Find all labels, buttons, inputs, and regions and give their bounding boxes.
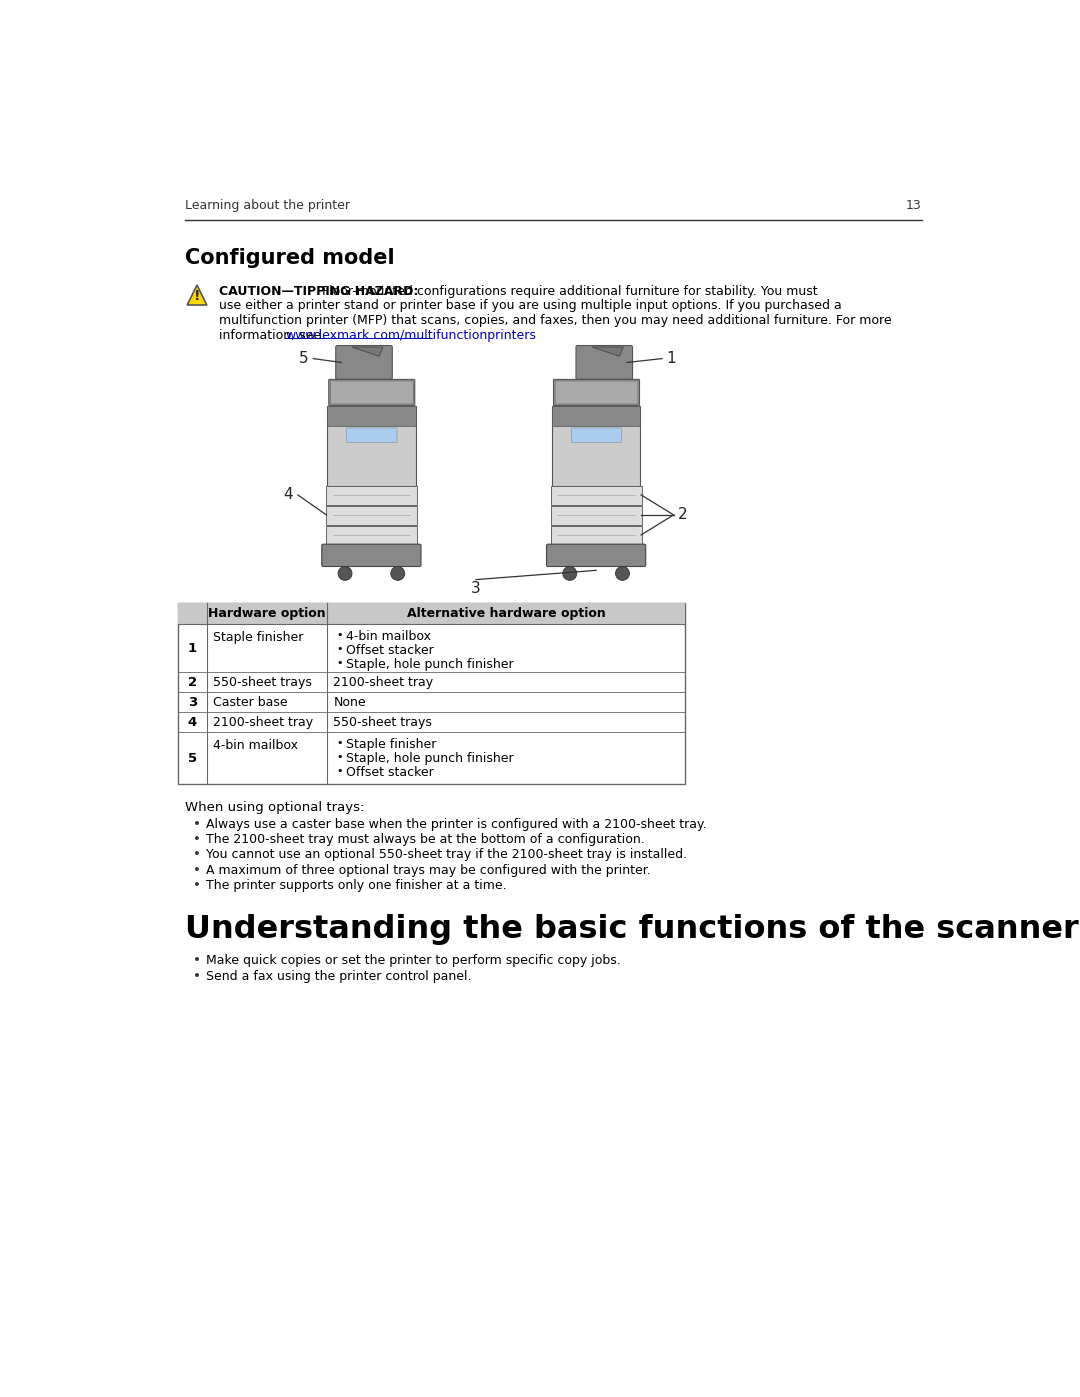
Text: 2: 2 xyxy=(188,676,197,689)
Circle shape xyxy=(338,567,352,580)
Text: •: • xyxy=(193,817,201,831)
Text: multifunction printer (MFP) that scans, copies, and faxes, then you may need add: multifunction printer (MFP) that scans, … xyxy=(218,314,891,327)
Text: 2100-sheet tray: 2100-sheet tray xyxy=(213,715,313,729)
FancyBboxPatch shape xyxy=(571,427,622,443)
Text: Alternative hardware option: Alternative hardware option xyxy=(407,606,606,620)
Text: Caster base: Caster base xyxy=(213,696,288,708)
FancyBboxPatch shape xyxy=(330,381,414,404)
Text: 5: 5 xyxy=(188,752,197,764)
Text: A maximum of three optional trays may be configured with the printer.: A maximum of three optional trays may be… xyxy=(206,863,651,877)
Text: Make quick copies or set the printer to perform specific copy jobs.: Make quick copies or set the printer to … xyxy=(206,954,621,967)
Text: Staple, hole punch finisher: Staple, hole punch finisher xyxy=(346,752,513,766)
FancyBboxPatch shape xyxy=(576,345,633,380)
Text: •: • xyxy=(336,752,342,763)
FancyBboxPatch shape xyxy=(326,486,417,504)
Text: Send a fax using the printer control panel.: Send a fax using the printer control pan… xyxy=(206,970,472,983)
Polygon shape xyxy=(592,346,623,356)
Text: use either a printer stand or printer base if you are using multiple input optio: use either a printer stand or printer ba… xyxy=(218,299,841,313)
Circle shape xyxy=(563,567,577,580)
Polygon shape xyxy=(352,346,383,356)
FancyBboxPatch shape xyxy=(552,407,640,486)
FancyBboxPatch shape xyxy=(551,506,642,525)
FancyBboxPatch shape xyxy=(177,602,685,624)
Text: 3: 3 xyxy=(188,696,197,708)
Text: Understanding the basic functions of the scanner: Understanding the basic functions of the… xyxy=(186,914,1079,944)
Text: •: • xyxy=(336,630,342,640)
Text: Always use a caster base when the printer is configured with a 2100-sheet tray.: Always use a caster base when the printe… xyxy=(206,817,707,831)
FancyBboxPatch shape xyxy=(322,545,421,567)
Text: •: • xyxy=(193,954,201,967)
FancyBboxPatch shape xyxy=(336,345,392,380)
Text: !: ! xyxy=(193,289,200,303)
Text: 1: 1 xyxy=(188,641,197,655)
FancyBboxPatch shape xyxy=(555,381,638,404)
Text: None: None xyxy=(334,696,366,708)
Text: Staple finisher: Staple finisher xyxy=(346,738,436,752)
Text: 5: 5 xyxy=(299,351,309,366)
Text: 4-bin mailbox: 4-bin mailbox xyxy=(346,630,431,644)
Text: 2: 2 xyxy=(678,507,688,522)
FancyBboxPatch shape xyxy=(326,506,417,525)
FancyBboxPatch shape xyxy=(347,427,397,443)
Text: Staple, hole punch finisher: Staple, hole punch finisher xyxy=(346,658,513,671)
Text: •: • xyxy=(336,658,342,668)
FancyBboxPatch shape xyxy=(328,380,415,405)
Text: 13: 13 xyxy=(906,200,921,212)
Text: The 2100-sheet tray must always be at the bottom of a configuration.: The 2100-sheet tray must always be at th… xyxy=(206,833,645,847)
Text: •: • xyxy=(193,970,201,983)
FancyBboxPatch shape xyxy=(546,545,646,567)
Text: •: • xyxy=(336,738,342,749)
Text: .: . xyxy=(430,328,434,342)
Text: Configured model: Configured model xyxy=(186,249,395,268)
Text: information, see: information, see xyxy=(218,328,325,342)
Text: When using optional trays:: When using optional trays: xyxy=(186,802,365,814)
Circle shape xyxy=(391,567,405,580)
Text: •: • xyxy=(193,879,201,893)
FancyBboxPatch shape xyxy=(552,407,640,426)
FancyBboxPatch shape xyxy=(326,525,417,545)
Text: Floor-mounted configurations require additional furniture for stability. You mus: Floor-mounted configurations require add… xyxy=(318,285,818,298)
Text: •: • xyxy=(193,863,201,877)
FancyBboxPatch shape xyxy=(327,407,416,426)
Text: 550-sheet trays: 550-sheet trays xyxy=(213,676,312,689)
FancyBboxPatch shape xyxy=(551,486,642,504)
Circle shape xyxy=(616,567,630,580)
Text: Learning about the printer: Learning about the printer xyxy=(186,200,350,212)
Text: •: • xyxy=(193,848,201,862)
Text: 2100-sheet tray: 2100-sheet tray xyxy=(334,676,433,689)
Text: 4-bin mailbox: 4-bin mailbox xyxy=(213,739,298,752)
FancyBboxPatch shape xyxy=(551,525,642,545)
Text: Staple finisher: Staple finisher xyxy=(213,631,303,644)
Text: 3: 3 xyxy=(471,581,481,597)
Text: 550-sheet trays: 550-sheet trays xyxy=(334,715,432,729)
Text: Offset stacker: Offset stacker xyxy=(346,766,433,780)
Polygon shape xyxy=(187,285,206,305)
Text: •: • xyxy=(336,766,342,775)
Text: •: • xyxy=(336,644,342,654)
FancyBboxPatch shape xyxy=(327,407,416,486)
Text: CAUTION—TIPPING HAZARD:: CAUTION—TIPPING HAZARD: xyxy=(218,285,418,298)
Text: www.lexmark.com/multifunctionprinters: www.lexmark.com/multifunctionprinters xyxy=(285,328,536,342)
Text: You cannot use an optional 550-sheet tray if the 2100-sheet tray is installed.: You cannot use an optional 550-sheet tra… xyxy=(206,848,688,862)
Text: Hardware option: Hardware option xyxy=(208,606,326,620)
Text: 1: 1 xyxy=(666,351,676,366)
Text: 4: 4 xyxy=(188,715,197,729)
Text: •: • xyxy=(193,833,201,847)
Text: 4: 4 xyxy=(284,488,294,503)
Text: Offset stacker: Offset stacker xyxy=(346,644,433,657)
Text: The printer supports only one finisher at a time.: The printer supports only one finisher a… xyxy=(206,879,507,893)
FancyBboxPatch shape xyxy=(554,380,639,405)
